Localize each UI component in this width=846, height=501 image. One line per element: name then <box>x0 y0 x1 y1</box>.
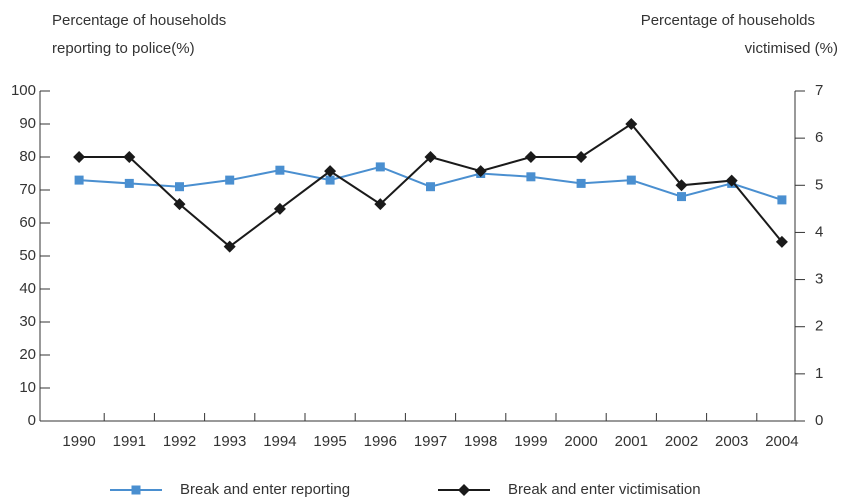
marker <box>575 151 588 163</box>
marker <box>526 172 536 182</box>
legend-label: Break and enter victimisation <box>508 481 701 498</box>
y-axis-title: Percentage of households <box>52 12 226 29</box>
x-tick-label: 2003 <box>715 433 748 450</box>
y-tick-label: 80 <box>19 148 36 165</box>
y2-tick-label: 7 <box>815 82 823 99</box>
marker <box>426 182 435 192</box>
marker <box>375 162 385 172</box>
marker <box>325 175 335 185</box>
marker <box>74 175 84 185</box>
marker <box>626 175 636 185</box>
x-tick-label: 2000 <box>564 433 597 450</box>
x-tick-label: 1991 <box>113 433 146 450</box>
y2-tick-label: 6 <box>815 129 823 146</box>
marker <box>725 174 738 187</box>
y-tick-label: 10 <box>19 379 36 396</box>
y2-tick-label: 3 <box>815 271 823 288</box>
x-tick-label: 1994 <box>263 433 296 450</box>
y-tick-label: 90 <box>19 115 36 132</box>
marker <box>324 165 337 178</box>
marker <box>625 118 638 130</box>
x-tick-label: 2002 <box>665 433 698 450</box>
marker <box>374 198 387 211</box>
marker <box>223 240 236 253</box>
y2-tick-label: 5 <box>815 176 823 193</box>
y2-tick-label: 4 <box>815 223 823 240</box>
x-tick-label: 2004 <box>765 433 798 450</box>
y2-axis-title: victimised (%) <box>745 40 838 57</box>
marker <box>576 178 586 188</box>
y-tick-label: 60 <box>19 214 36 231</box>
y2-axis-title: Percentage of households <box>641 12 815 29</box>
marker <box>458 484 470 496</box>
y2-tick-label: 1 <box>815 365 823 382</box>
marker <box>225 175 235 185</box>
marker <box>124 178 134 188</box>
x-tick-label: 2001 <box>615 433 648 450</box>
marker <box>173 198 186 211</box>
x-tick-label: 1993 <box>213 433 246 450</box>
marker <box>131 485 141 495</box>
x-tick-label: 1992 <box>163 433 196 450</box>
y-tick-label: 40 <box>19 280 36 297</box>
x-tick-label: 1995 <box>313 433 346 450</box>
legend-label: Break and enter reporting <box>180 481 350 498</box>
marker <box>474 165 487 178</box>
marker <box>73 151 86 163</box>
y-tick-label: 100 <box>11 82 36 99</box>
marker <box>775 235 788 248</box>
marker <box>424 151 437 163</box>
marker <box>175 182 184 192</box>
x-tick-label: 1997 <box>414 433 447 450</box>
y-tick-label: 30 <box>19 313 36 330</box>
y-tick-label: 0 <box>28 412 36 429</box>
marker <box>123 151 136 163</box>
marker <box>273 202 286 215</box>
x-tick-label: 1990 <box>62 433 95 450</box>
marker <box>524 151 537 163</box>
x-tick-label: 1996 <box>364 433 397 450</box>
y-axis-title: reporting to police(%) <box>52 40 195 57</box>
y2-tick-label: 2 <box>815 318 823 335</box>
marker <box>675 179 688 192</box>
marker <box>777 195 787 205</box>
marker <box>275 165 285 175</box>
y-tick-label: 70 <box>19 181 36 198</box>
y-tick-label: 20 <box>19 346 36 363</box>
marker <box>677 192 686 202</box>
x-tick-label: 1998 <box>464 433 497 450</box>
y2-tick-label: 0 <box>815 412 823 429</box>
x-tick-label: 1999 <box>514 433 547 450</box>
y-tick-label: 50 <box>19 247 36 264</box>
